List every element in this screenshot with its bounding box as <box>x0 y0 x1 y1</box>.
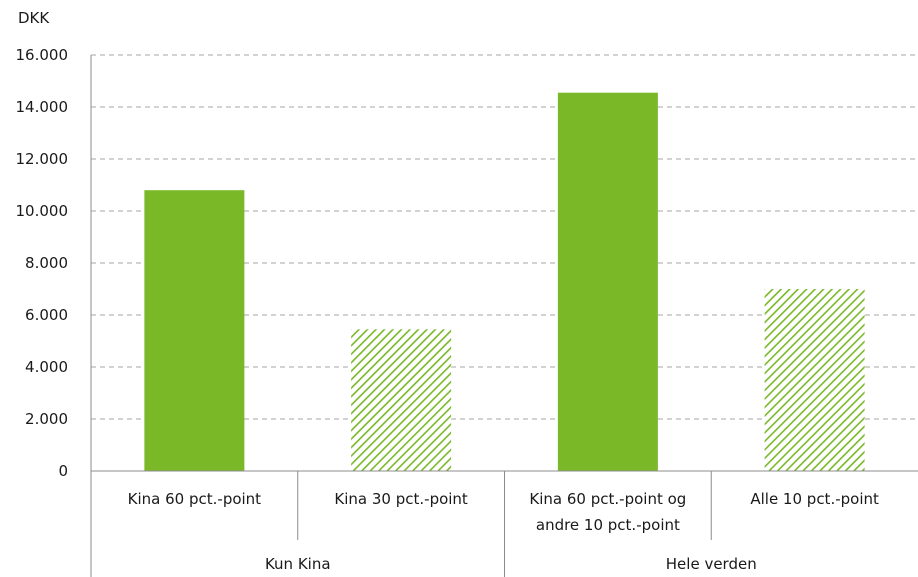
x-tick-label: Kina 30 pct.-point <box>334 490 468 508</box>
bar <box>557 92 658 471</box>
bar <box>144 190 245 471</box>
x-category-labels: Kina 60 pct.-point Kina 30 pct.-point Kina… <box>128 490 879 534</box>
bars <box>144 92 865 471</box>
x-group-label: Kun Kina <box>265 555 331 573</box>
y-tick-label: 10.000 <box>16 202 69 220</box>
y-tick-label: 16.000 <box>16 46 69 64</box>
bar <box>351 329 452 471</box>
y-tick-label: 8.000 <box>25 254 68 272</box>
bar <box>764 289 865 471</box>
x-tick-label: andre 10 pct.-point <box>536 516 680 534</box>
x-tick-label: Kina 60 pct.-point og <box>529 490 686 508</box>
x-tick-label: Kina 60 pct.-point <box>128 490 262 508</box>
y-tick-label: 12.000 <box>16 150 69 168</box>
y-tick-label: 14.000 <box>16 98 69 116</box>
y-unit-label: DKK <box>18 9 50 27</box>
x-tick-label: Alle 10 pct.-point <box>750 490 879 508</box>
x-group-labels: Kun Kina Hele verden <box>265 555 757 573</box>
y-tick-label: 4.000 <box>25 358 68 376</box>
y-tick-label: 0 <box>58 462 68 480</box>
axes <box>90 55 918 577</box>
y-tick-label: 2.000 <box>25 410 68 428</box>
x-group-label: Hele verden <box>666 555 757 573</box>
y-tick-label: 6.000 <box>25 306 68 324</box>
y-tick-labels: 0 2.000 4.000 6.000 8.000 10.000 12.000 14.000 1… <box>16 46 69 480</box>
